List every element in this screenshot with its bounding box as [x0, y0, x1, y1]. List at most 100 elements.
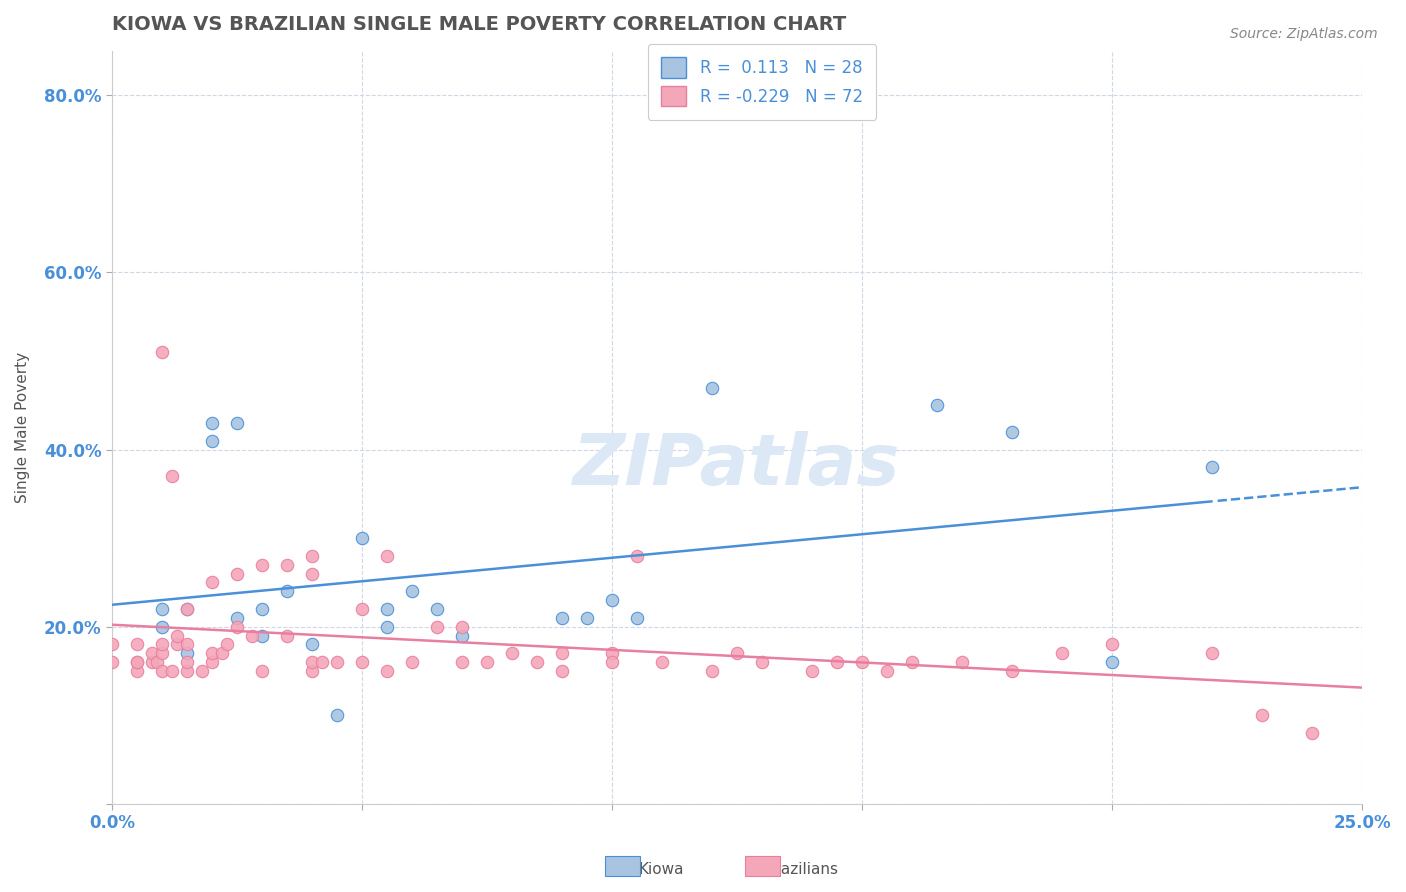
Point: [626, 611, 648, 625]
Point: [150, 620, 173, 634]
Point: [700, 380, 723, 394]
Point: [1201, 646, 1223, 660]
Point: [700, 664, 723, 678]
Point: [1201, 460, 1223, 475]
Point: [576, 611, 599, 625]
Point: [176, 655, 198, 669]
Point: [250, 558, 273, 572]
Point: [226, 566, 249, 581]
Point: [901, 655, 924, 669]
Point: [176, 664, 198, 678]
Point: [240, 629, 263, 643]
Point: [301, 566, 323, 581]
Point: [150, 646, 173, 660]
Point: [801, 664, 824, 678]
Point: [101, 638, 124, 652]
Point: [150, 602, 173, 616]
Point: [176, 638, 198, 652]
Point: [426, 620, 449, 634]
Point: [176, 602, 198, 616]
Point: [375, 602, 398, 616]
Text: Kiowa: Kiowa: [638, 863, 683, 877]
Point: [375, 549, 398, 563]
Point: [725, 646, 748, 660]
Point: [226, 416, 249, 430]
Point: [600, 646, 623, 660]
Point: [150, 345, 173, 359]
Point: [1251, 708, 1274, 723]
Point: [201, 655, 224, 669]
Point: [600, 655, 623, 669]
Point: [125, 655, 148, 669]
Point: [276, 558, 298, 572]
Point: [160, 664, 183, 678]
Point: [150, 664, 173, 678]
Point: [141, 646, 163, 660]
Point: [125, 664, 148, 678]
Point: [1301, 726, 1323, 740]
Point: [211, 646, 233, 660]
Point: [825, 655, 848, 669]
Point: [226, 620, 249, 634]
Point: [166, 629, 188, 643]
Point: [927, 398, 949, 412]
Point: [651, 655, 673, 669]
Point: [1050, 646, 1073, 660]
Point: [125, 638, 148, 652]
Text: Source: ZipAtlas.com: Source: ZipAtlas.com: [1230, 27, 1378, 41]
Point: [215, 638, 238, 652]
Point: [176, 602, 198, 616]
Text: KIOWA VS BRAZILIAN SINGLE MALE POVERTY CORRELATION CHART: KIOWA VS BRAZILIAN SINGLE MALE POVERTY C…: [112, 15, 846, 34]
Point: [350, 602, 373, 616]
Point: [301, 549, 323, 563]
Point: [600, 593, 623, 607]
Point: [250, 602, 273, 616]
Point: [250, 629, 273, 643]
Point: [1101, 655, 1123, 669]
Point: [475, 655, 498, 669]
Point: [1001, 664, 1024, 678]
Point: [191, 664, 214, 678]
Point: [426, 602, 449, 616]
Point: [876, 664, 898, 678]
Point: [626, 549, 648, 563]
Point: [201, 575, 224, 590]
Point: [350, 655, 373, 669]
Point: [375, 620, 398, 634]
Point: [176, 646, 198, 660]
Legend: R =  0.113   N = 28, R = -0.229   N = 72: R = 0.113 N = 28, R = -0.229 N = 72: [648, 44, 876, 120]
Point: [950, 655, 973, 669]
Point: [101, 655, 124, 669]
Point: [311, 655, 333, 669]
Point: [526, 655, 548, 669]
Point: [401, 584, 423, 599]
Point: [201, 646, 224, 660]
Text: Brazilians: Brazilians: [765, 863, 838, 877]
Point: [401, 655, 423, 669]
Point: [125, 655, 148, 669]
Point: [301, 655, 323, 669]
Point: [1001, 425, 1024, 439]
Point: [851, 655, 873, 669]
Point: [226, 611, 249, 625]
Point: [451, 629, 474, 643]
Point: [375, 664, 398, 678]
Point: [1101, 638, 1123, 652]
Point: [551, 646, 574, 660]
Point: [201, 416, 224, 430]
Point: [326, 655, 349, 669]
Point: [150, 638, 173, 652]
Point: [146, 655, 169, 669]
Point: [551, 611, 574, 625]
Point: [141, 655, 163, 669]
Point: [301, 638, 323, 652]
Point: [451, 655, 474, 669]
Text: ZIPatlas: ZIPatlas: [574, 431, 901, 500]
Y-axis label: Single Male Poverty: Single Male Poverty: [15, 351, 30, 503]
Point: [166, 638, 188, 652]
Point: [751, 655, 773, 669]
Point: [250, 664, 273, 678]
Point: [276, 629, 298, 643]
Point: [451, 620, 474, 634]
Point: [160, 469, 183, 483]
